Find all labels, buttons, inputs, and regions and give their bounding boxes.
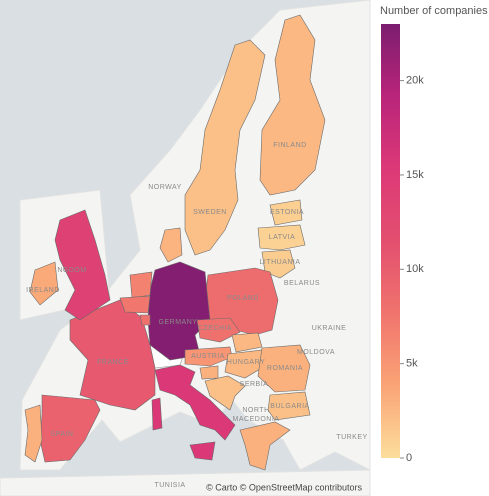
country <box>257 224 306 251</box>
country-label: LATVIA <box>269 234 296 241</box>
country <box>269 199 303 226</box>
country-label: IRELAND <box>26 287 60 294</box>
map-label: BELARUS <box>284 280 320 287</box>
country-label: BULGARIA <box>270 403 309 410</box>
colorbar-tick-label: 0 <box>406 452 412 464</box>
country-label: ESTONIA <box>270 209 304 216</box>
country <box>224 349 266 379</box>
country <box>199 365 219 380</box>
map-label: SERBIA <box>240 381 269 388</box>
map-label: TURKEY <box>336 434 367 441</box>
country-label: AUSTRIA <box>191 353 225 360</box>
country-label: SPAIN <box>51 431 74 438</box>
country <box>184 39 266 256</box>
colorbar-tick-label: 10k <box>406 263 424 275</box>
country-label: NGDOM <box>57 267 86 274</box>
colorbar-tick-label: 5k <box>406 358 418 370</box>
country <box>54 209 111 321</box>
country-label: HUNGARY <box>227 359 265 366</box>
country-label: CZECHIA <box>198 325 232 332</box>
map-label: MACEDONIA <box>233 416 280 423</box>
country-label: GERMANY <box>159 319 198 326</box>
country <box>139 314 151 326</box>
colorbar-tick-label: 20k <box>406 75 424 87</box>
map-label: NORTH <box>242 407 269 414</box>
map-label: UKRAINE <box>312 325 347 332</box>
country <box>204 375 246 411</box>
country <box>159 227 183 263</box>
country <box>24 404 43 463</box>
country <box>259 14 326 196</box>
colorbar-tick-label: 15k <box>406 169 424 181</box>
country-label: POLAND <box>227 295 259 302</box>
country <box>184 346 233 367</box>
map-label: TUNISIA <box>154 482 185 489</box>
regions <box>24 14 326 471</box>
country-label: FRANCE <box>97 359 129 366</box>
country <box>239 421 291 471</box>
country-label: FINLAND <box>273 142 306 149</box>
country <box>29 261 59 306</box>
country <box>267 391 311 421</box>
country <box>151 364 236 461</box>
country-label: ROMANIA <box>267 365 303 372</box>
country <box>257 344 311 393</box>
map-label: NORWAY <box>148 184 182 191</box>
colorbar-title: Number of companies <box>380 5 488 17</box>
attribution: © Carto © OpenStreetMap contributors <box>206 482 362 492</box>
country <box>196 317 241 343</box>
country <box>261 249 296 279</box>
colorbar <box>381 24 400 458</box>
country-label: LITHUANIA <box>259 259 300 266</box>
map-label: MOLDOVA <box>297 349 335 356</box>
labels: SWEDEN FINLAND ESTONIA LATVIA LITHUANIA POLAN… <box>26 142 367 489</box>
country-label: SWEDEN <box>193 209 227 216</box>
country <box>119 295 151 314</box>
country <box>231 332 263 353</box>
country <box>129 271 153 299</box>
